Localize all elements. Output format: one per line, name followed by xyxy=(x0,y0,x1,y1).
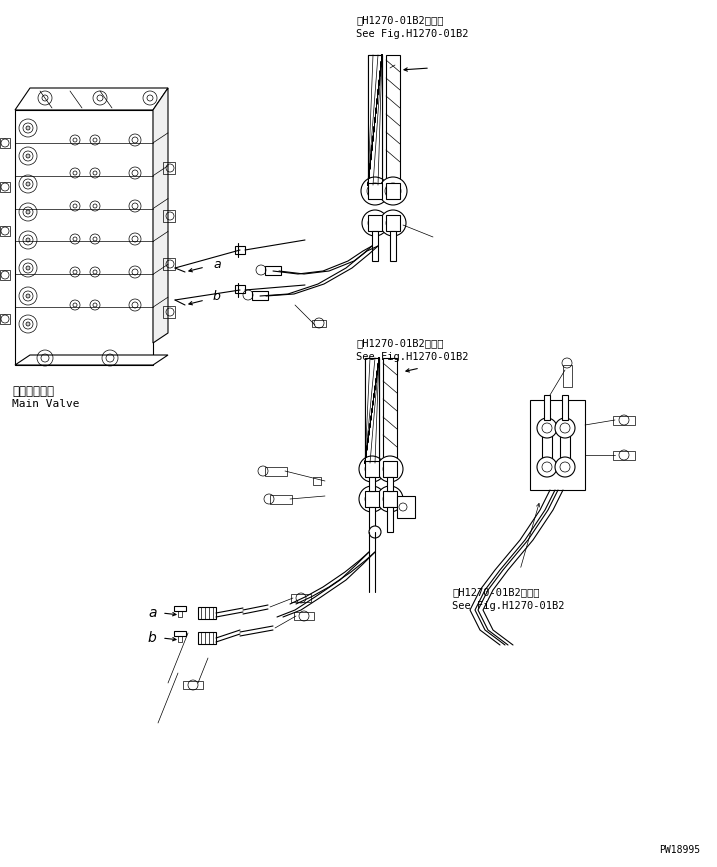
Circle shape xyxy=(359,456,385,482)
Bar xyxy=(163,258,175,270)
Circle shape xyxy=(537,418,557,438)
Bar xyxy=(198,632,216,644)
Text: 第H1270-01B2図参照: 第H1270-01B2図参照 xyxy=(452,587,539,597)
Bar xyxy=(386,215,400,231)
Polygon shape xyxy=(15,88,168,110)
Bar xyxy=(368,215,382,231)
Bar xyxy=(0,270,10,280)
Bar xyxy=(270,495,292,504)
Bar xyxy=(560,420,570,475)
Bar xyxy=(163,306,175,318)
Bar xyxy=(544,395,550,420)
Bar xyxy=(397,496,415,518)
Bar xyxy=(178,634,182,642)
Bar xyxy=(390,231,396,261)
Text: メインバルブ: メインバルブ xyxy=(12,385,54,398)
Text: Main Valve: Main Valve xyxy=(12,399,80,409)
Bar xyxy=(265,467,287,476)
Bar xyxy=(369,507,375,532)
Bar xyxy=(542,420,552,475)
Bar xyxy=(174,631,186,636)
Bar xyxy=(386,183,400,199)
Bar xyxy=(174,606,186,611)
Bar xyxy=(163,210,175,222)
Bar xyxy=(312,320,326,327)
Text: See Fig.H1270-01B2: See Fig.H1270-01B2 xyxy=(452,601,564,611)
Circle shape xyxy=(555,457,575,477)
Bar xyxy=(178,609,182,617)
Text: b: b xyxy=(213,290,221,303)
Circle shape xyxy=(359,486,385,512)
Bar xyxy=(252,291,268,300)
Bar xyxy=(562,395,568,420)
Bar xyxy=(369,477,375,491)
Bar xyxy=(372,231,378,261)
Circle shape xyxy=(26,126,30,130)
Bar xyxy=(294,612,314,620)
Bar xyxy=(383,461,397,477)
Bar xyxy=(365,358,379,463)
Text: See Fig.H1270-01B2: See Fig.H1270-01B2 xyxy=(356,29,468,39)
Circle shape xyxy=(26,182,30,186)
Circle shape xyxy=(26,238,30,242)
Bar xyxy=(183,681,203,689)
Circle shape xyxy=(362,210,388,236)
Bar xyxy=(15,110,153,365)
Circle shape xyxy=(555,418,575,438)
Bar xyxy=(235,246,245,254)
Bar xyxy=(0,314,10,324)
Text: a: a xyxy=(213,258,221,271)
Bar xyxy=(163,162,175,174)
Circle shape xyxy=(380,210,406,236)
Bar xyxy=(365,358,379,463)
Bar xyxy=(563,365,572,387)
Bar xyxy=(613,451,635,460)
Bar xyxy=(265,266,281,275)
Bar xyxy=(368,55,382,185)
Bar xyxy=(368,183,382,199)
Bar xyxy=(291,594,311,602)
Bar xyxy=(383,358,397,463)
Circle shape xyxy=(377,486,403,512)
Bar xyxy=(365,358,379,463)
Text: b: b xyxy=(148,631,157,645)
Circle shape xyxy=(361,177,389,205)
Polygon shape xyxy=(153,88,168,343)
Circle shape xyxy=(369,526,381,538)
Circle shape xyxy=(26,294,30,298)
Bar xyxy=(383,491,397,507)
Bar xyxy=(313,477,321,485)
Circle shape xyxy=(26,266,30,270)
Circle shape xyxy=(377,456,403,482)
Text: 第H1270-01B2図参照: 第H1270-01B2図参照 xyxy=(356,15,444,25)
Bar xyxy=(387,507,393,532)
Circle shape xyxy=(379,177,407,205)
Bar xyxy=(386,55,400,185)
Text: 第H1270-01B2図参照: 第H1270-01B2図参照 xyxy=(356,338,444,348)
Bar xyxy=(365,491,379,507)
Bar xyxy=(613,416,635,425)
Bar xyxy=(0,182,10,192)
Circle shape xyxy=(26,154,30,158)
Bar xyxy=(365,461,379,477)
Text: See Fig.H1270-01B2: See Fig.H1270-01B2 xyxy=(356,352,468,362)
Bar xyxy=(198,607,216,619)
Bar xyxy=(0,226,10,236)
Text: a: a xyxy=(148,606,156,620)
Bar xyxy=(235,285,245,293)
Text: PW18995: PW18995 xyxy=(659,845,700,855)
Circle shape xyxy=(537,457,557,477)
Bar xyxy=(368,55,382,185)
Bar xyxy=(0,138,10,148)
Bar xyxy=(387,477,393,491)
Bar xyxy=(368,55,382,185)
Polygon shape xyxy=(15,355,168,365)
Bar xyxy=(530,400,585,490)
Circle shape xyxy=(26,210,30,214)
Circle shape xyxy=(26,322,30,326)
